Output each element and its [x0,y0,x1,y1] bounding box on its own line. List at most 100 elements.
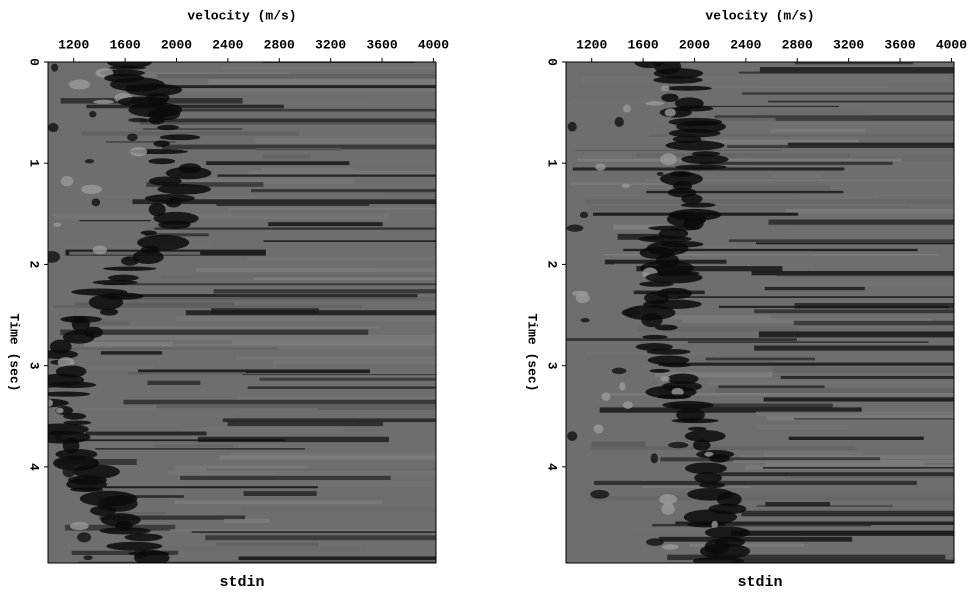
texture-band [700,161,893,165]
texture-blob [92,245,107,255]
y-tick-label: 1 [27,159,42,167]
texture-band [253,389,436,393]
texture-band [675,521,954,526]
texture-band [255,138,436,144]
texture-band [262,62,415,64]
texture-band [591,441,646,448]
texture-blob [56,407,64,414]
texture-band [146,182,264,187]
texture-blob [73,464,120,479]
texture-blob [57,357,75,368]
texture-blob [127,133,138,142]
texture-band [668,491,954,497]
texture-band [602,253,940,256]
texture-band [169,529,436,532]
texture-band [759,67,954,73]
texture-blob [661,362,692,368]
plot-frame [565,61,955,564]
texture-blob [639,281,674,287]
texture-band [771,174,823,179]
texture-band [161,274,436,279]
texture-band [758,331,954,338]
texture-band [95,448,305,450]
texture-blob [642,334,668,340]
texture-band [156,405,436,411]
texture-band [180,475,391,481]
y-axis-label: Time (sec) [7,313,22,391]
texture-band [764,451,864,456]
x-tick-label: 1600 [627,37,658,52]
texture-band [54,347,278,350]
texture-band [756,424,848,430]
texture-blob [121,256,139,266]
texture-band [241,507,436,511]
x-axis-label: velocity (m/s) [187,8,296,23]
texture-band [123,399,436,405]
texture-blob [165,197,182,208]
texture-band [775,430,954,434]
texture-band [227,421,384,427]
y-tick-label: 3 [545,362,560,370]
texture-blob [661,85,670,92]
y-tick-label: 0 [545,58,560,66]
texture-band [238,556,436,561]
y-tick-label: 0 [27,58,42,66]
texture-blob [709,454,730,463]
texture-blob [653,68,704,79]
panel-title: stdin [737,574,782,591]
texture-blob [664,108,676,117]
texture-band [617,233,664,240]
texture-band [695,105,840,107]
texture-blob [83,555,93,561]
texture-blob [671,387,684,397]
texture-band [669,314,771,320]
texture-blob [99,527,151,535]
texture-band [655,372,773,378]
texture-blob [157,184,211,195]
x-tick-label: 2000 [161,37,192,52]
texture-band [180,426,344,433]
texture-band [566,338,797,341]
texture-blob [48,391,91,397]
texture-blob [566,224,584,232]
texture-band [738,71,954,74]
texture-band [718,472,954,477]
texture-blob [641,313,663,328]
texture-band [570,98,660,103]
texture-band [191,531,436,533]
texture-blob [655,324,678,331]
texture-band [718,305,949,309]
texture-blob [687,426,707,432]
texture-band [715,388,954,393]
texture-band [754,309,954,314]
texture-blob [106,541,163,551]
texture-band [81,131,299,136]
texture-band [636,266,783,272]
texture-blob [62,465,76,478]
texture-band [263,240,436,242]
texture-blob [649,368,670,373]
texture-blob [680,202,716,208]
texture-band [741,510,954,517]
texture-blob [93,99,114,104]
texture-band [718,385,825,389]
texture-blob [619,382,626,391]
texture-band [793,418,954,420]
texture-band [727,434,943,439]
texture-blob [124,533,163,542]
x-tick-label: 2800 [782,37,813,52]
texture-band [577,158,902,162]
texture-blob [103,266,157,271]
texture-band [219,455,436,460]
x-axis-label: velocity (m/s) [705,8,814,23]
y-tick-label: 2 [545,261,560,269]
texture-band [773,367,954,373]
texture-band [108,344,436,346]
texture-band [761,280,954,287]
texture-blob [661,503,675,515]
texture-band [776,273,954,277]
heatmap-texture [566,62,954,563]
texture-band [105,141,176,143]
texture-blob [590,489,610,499]
texture-blob [659,172,703,186]
